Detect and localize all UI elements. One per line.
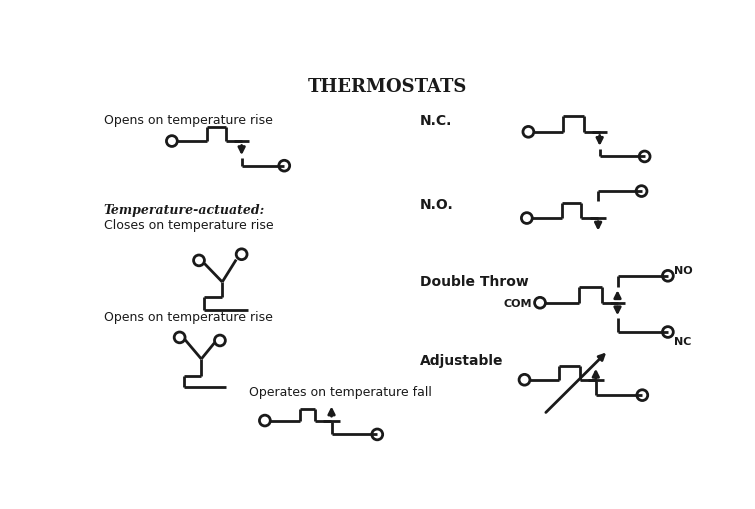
Text: NO: NO <box>674 266 692 276</box>
Text: THERMOSTATS: THERMOSTATS <box>307 78 467 96</box>
Text: N.O.: N.O. <box>420 198 454 212</box>
Text: NC: NC <box>674 336 692 347</box>
Text: Double Throw: Double Throw <box>420 275 528 289</box>
Text: Temperature-actuated:: Temperature-actuated: <box>103 203 265 216</box>
Text: COM: COM <box>504 298 532 308</box>
Text: Adjustable: Adjustable <box>420 353 504 367</box>
Text: Opens on temperature rise: Opens on temperature rise <box>103 311 273 324</box>
Text: N.C.: N.C. <box>420 114 452 127</box>
Text: Opens on temperature rise: Opens on temperature rise <box>103 114 273 126</box>
Text: Closes on temperature rise: Closes on temperature rise <box>103 219 273 232</box>
Text: Operates on temperature fall: Operates on temperature fall <box>249 385 432 399</box>
